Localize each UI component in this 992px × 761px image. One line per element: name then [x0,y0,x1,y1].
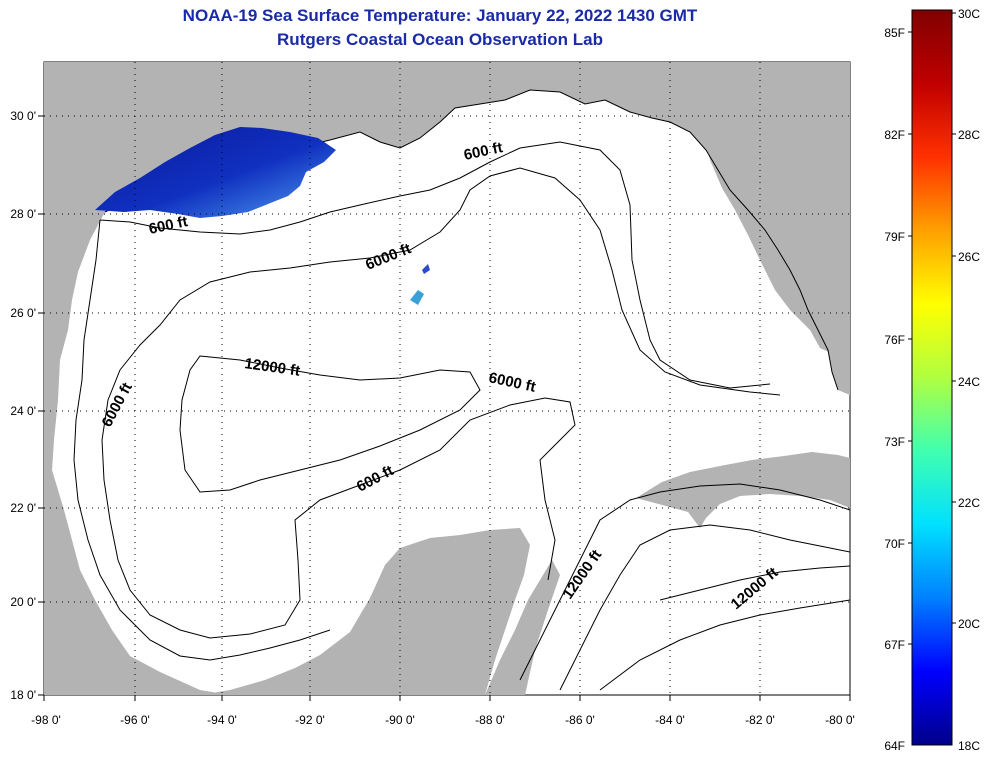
contour-12000ft [179,355,481,493]
lon-label: -92 0' [295,713,325,727]
colorbar-c-label: 20C [958,617,980,631]
colorbar-f-label: 85F [884,26,905,40]
lon-label: -90 0' [385,713,415,727]
colorbar-f-label: 73F [884,435,905,449]
colorbar-f-label: 79F [884,230,905,244]
lat-label: 18 0' [10,688,36,702]
colorbar-c-label: 30C [958,7,980,21]
contour-600ft [99,141,771,389]
sst-data-patch [95,127,336,218]
lat-label: 28 0' [10,207,36,221]
colorbar-c-label: 26C [958,250,980,264]
colorbar-c-label: 28C [958,128,980,142]
colorbar-f-label: 82F [884,128,905,142]
lon-label: -94 0' [207,713,237,727]
land-florida [700,62,850,355]
graticule [44,62,850,695]
lat-label: 22 0' [10,501,36,515]
colorbar-f-label: 70F [884,537,905,551]
contour-6000ft [101,167,781,521]
colorbar [911,9,953,746]
lat-label: 30 0' [10,109,36,123]
sst-data-speck [410,290,424,305]
lon-label: -96 0' [120,713,150,727]
contour-6000ft-south [109,397,576,639]
lon-label: -98 0' [31,713,61,727]
map-title: NOAA-19 Sea Surface Temperature: January… [182,6,698,25]
lon-label: -86 0' [565,713,595,727]
lat-label: 24 0' [10,404,36,418]
lon-label: -88 0' [475,713,505,727]
colorbar-c-label: 18C [958,739,980,753]
tick-marks [38,115,851,701]
lat-label: 26 0' [10,306,36,320]
colorbar-f-label: 76F [884,333,905,347]
lon-label: -82 0' [745,713,775,727]
land-yucatan [200,528,530,695]
colorbar-f-label: 64F [884,739,905,753]
contour-caribbean-4 [659,565,850,601]
contour-caribbean [519,483,850,681]
colorbar-c-label: 22C [958,496,980,510]
lat-label: 20 0' [10,595,36,609]
colorbar-ticks [908,12,956,645]
lon-label: -80 0' [825,713,855,727]
colorbar-f-label: 67F [884,638,905,652]
sst-data-speck [422,264,430,274]
land-cuba [636,452,850,528]
land-central-america [485,560,560,695]
lon-label: -84 0' [655,713,685,727]
colorbar-c-label: 24C [958,375,980,389]
contour-600ft-west [73,219,331,661]
contour-caribbean-3 [599,599,850,691]
map-subtitle: Rutgers Coastal Ocean Observation Lab [277,30,603,49]
